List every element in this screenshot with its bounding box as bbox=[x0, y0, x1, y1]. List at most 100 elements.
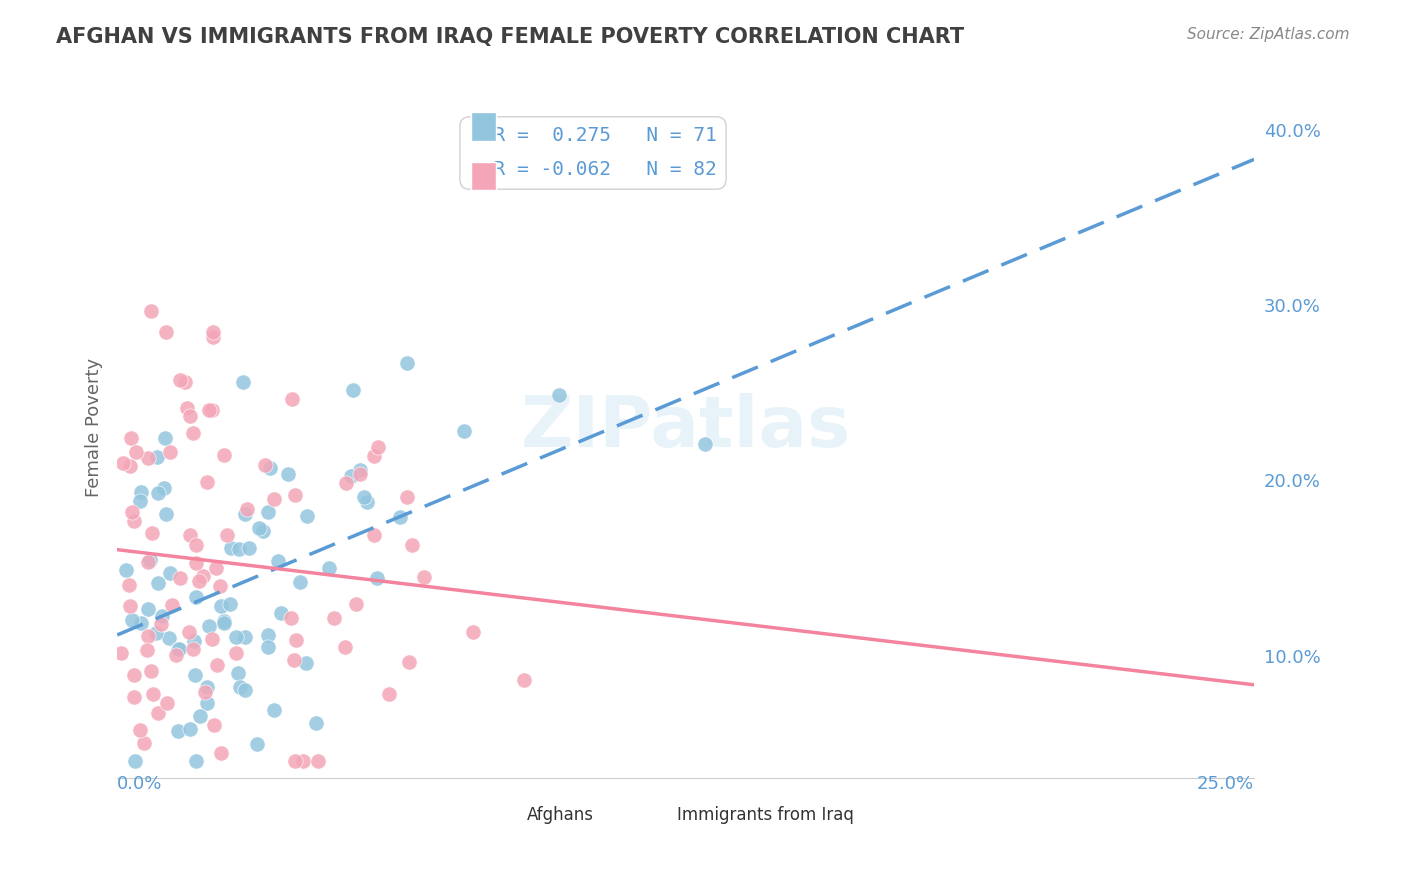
Point bbox=[129, 493, 152, 508]
Point bbox=[129, 723, 152, 738]
Point bbox=[270, 607, 292, 621]
Point bbox=[246, 737, 269, 751]
Point bbox=[463, 624, 485, 639]
Point bbox=[124, 754, 146, 768]
Point bbox=[153, 431, 176, 445]
Point bbox=[283, 653, 305, 667]
Point bbox=[290, 575, 312, 590]
Point bbox=[120, 431, 142, 445]
Point bbox=[209, 578, 232, 592]
Point bbox=[136, 601, 159, 615]
Point bbox=[179, 528, 201, 542]
Point bbox=[335, 475, 357, 490]
Point bbox=[146, 706, 169, 720]
Point bbox=[169, 373, 191, 387]
Point bbox=[141, 525, 163, 540]
Point bbox=[322, 610, 344, 624]
Point bbox=[155, 507, 177, 521]
FancyBboxPatch shape bbox=[471, 161, 496, 190]
Point bbox=[232, 376, 254, 390]
Point bbox=[401, 538, 423, 552]
Point bbox=[349, 463, 371, 477]
Point bbox=[136, 643, 159, 657]
Point bbox=[395, 356, 418, 370]
FancyBboxPatch shape bbox=[662, 810, 688, 830]
Point bbox=[291, 754, 314, 768]
Point bbox=[695, 436, 717, 450]
Point bbox=[118, 578, 141, 592]
Point bbox=[122, 514, 145, 528]
Point bbox=[267, 554, 290, 568]
Point bbox=[412, 570, 434, 584]
Point bbox=[177, 625, 200, 640]
Point bbox=[165, 648, 187, 662]
Y-axis label: Female Poverty: Female Poverty bbox=[86, 359, 103, 498]
Point bbox=[201, 325, 224, 339]
FancyBboxPatch shape bbox=[492, 810, 517, 830]
Point bbox=[513, 673, 536, 687]
Point bbox=[149, 616, 172, 631]
Point bbox=[280, 611, 302, 625]
Point bbox=[318, 561, 340, 575]
Text: 0.0%: 0.0% bbox=[117, 775, 163, 793]
Point bbox=[169, 571, 191, 585]
Point bbox=[217, 528, 239, 542]
Point bbox=[118, 599, 141, 613]
Point bbox=[396, 490, 419, 504]
Point bbox=[159, 444, 181, 458]
Point bbox=[257, 505, 280, 519]
Point bbox=[233, 631, 256, 645]
Point bbox=[198, 403, 221, 417]
FancyBboxPatch shape bbox=[471, 112, 496, 141]
Point bbox=[179, 409, 201, 424]
Point bbox=[136, 555, 159, 569]
Point bbox=[142, 687, 165, 701]
Point bbox=[186, 556, 208, 570]
Text: ZIPatlas: ZIPatlas bbox=[520, 393, 851, 462]
Point bbox=[453, 424, 475, 438]
Point bbox=[356, 495, 378, 509]
Point bbox=[121, 505, 143, 519]
Point bbox=[225, 630, 247, 644]
Point bbox=[134, 736, 156, 750]
Point bbox=[112, 456, 135, 470]
Point bbox=[121, 613, 143, 627]
Text: 25.0%: 25.0% bbox=[1197, 775, 1254, 793]
Point bbox=[207, 658, 229, 673]
Point bbox=[173, 375, 195, 389]
Point bbox=[284, 754, 307, 768]
Point bbox=[333, 640, 356, 655]
Point bbox=[184, 590, 207, 604]
Point bbox=[146, 485, 169, 500]
Point bbox=[129, 485, 152, 500]
Point bbox=[229, 680, 252, 694]
Point bbox=[263, 703, 285, 717]
Point bbox=[247, 521, 270, 535]
Point bbox=[238, 541, 260, 555]
Point bbox=[122, 690, 145, 704]
Text: Immigrants from Iraq: Immigrants from Iraq bbox=[676, 806, 853, 824]
Point bbox=[353, 490, 375, 504]
Point bbox=[181, 425, 204, 440]
Text: AFGHAN VS IMMIGRANTS FROM IRAQ FEMALE POVERTY CORRELATION CHART: AFGHAN VS IMMIGRANTS FROM IRAQ FEMALE PO… bbox=[56, 27, 965, 46]
Point bbox=[349, 467, 371, 482]
Point bbox=[184, 668, 207, 682]
Point bbox=[225, 646, 247, 660]
Point bbox=[340, 469, 363, 483]
Point bbox=[136, 450, 159, 465]
Point bbox=[153, 481, 176, 495]
Point bbox=[389, 510, 412, 524]
Point bbox=[204, 718, 226, 732]
Point bbox=[548, 388, 571, 402]
Point bbox=[129, 615, 152, 630]
Point bbox=[363, 528, 385, 542]
Point bbox=[366, 571, 388, 585]
Point bbox=[256, 628, 278, 642]
Point bbox=[139, 552, 162, 566]
Point bbox=[367, 440, 389, 454]
Point bbox=[233, 507, 256, 521]
Point bbox=[228, 542, 250, 557]
Point bbox=[194, 685, 217, 699]
Point bbox=[342, 383, 364, 397]
Point bbox=[214, 449, 236, 463]
